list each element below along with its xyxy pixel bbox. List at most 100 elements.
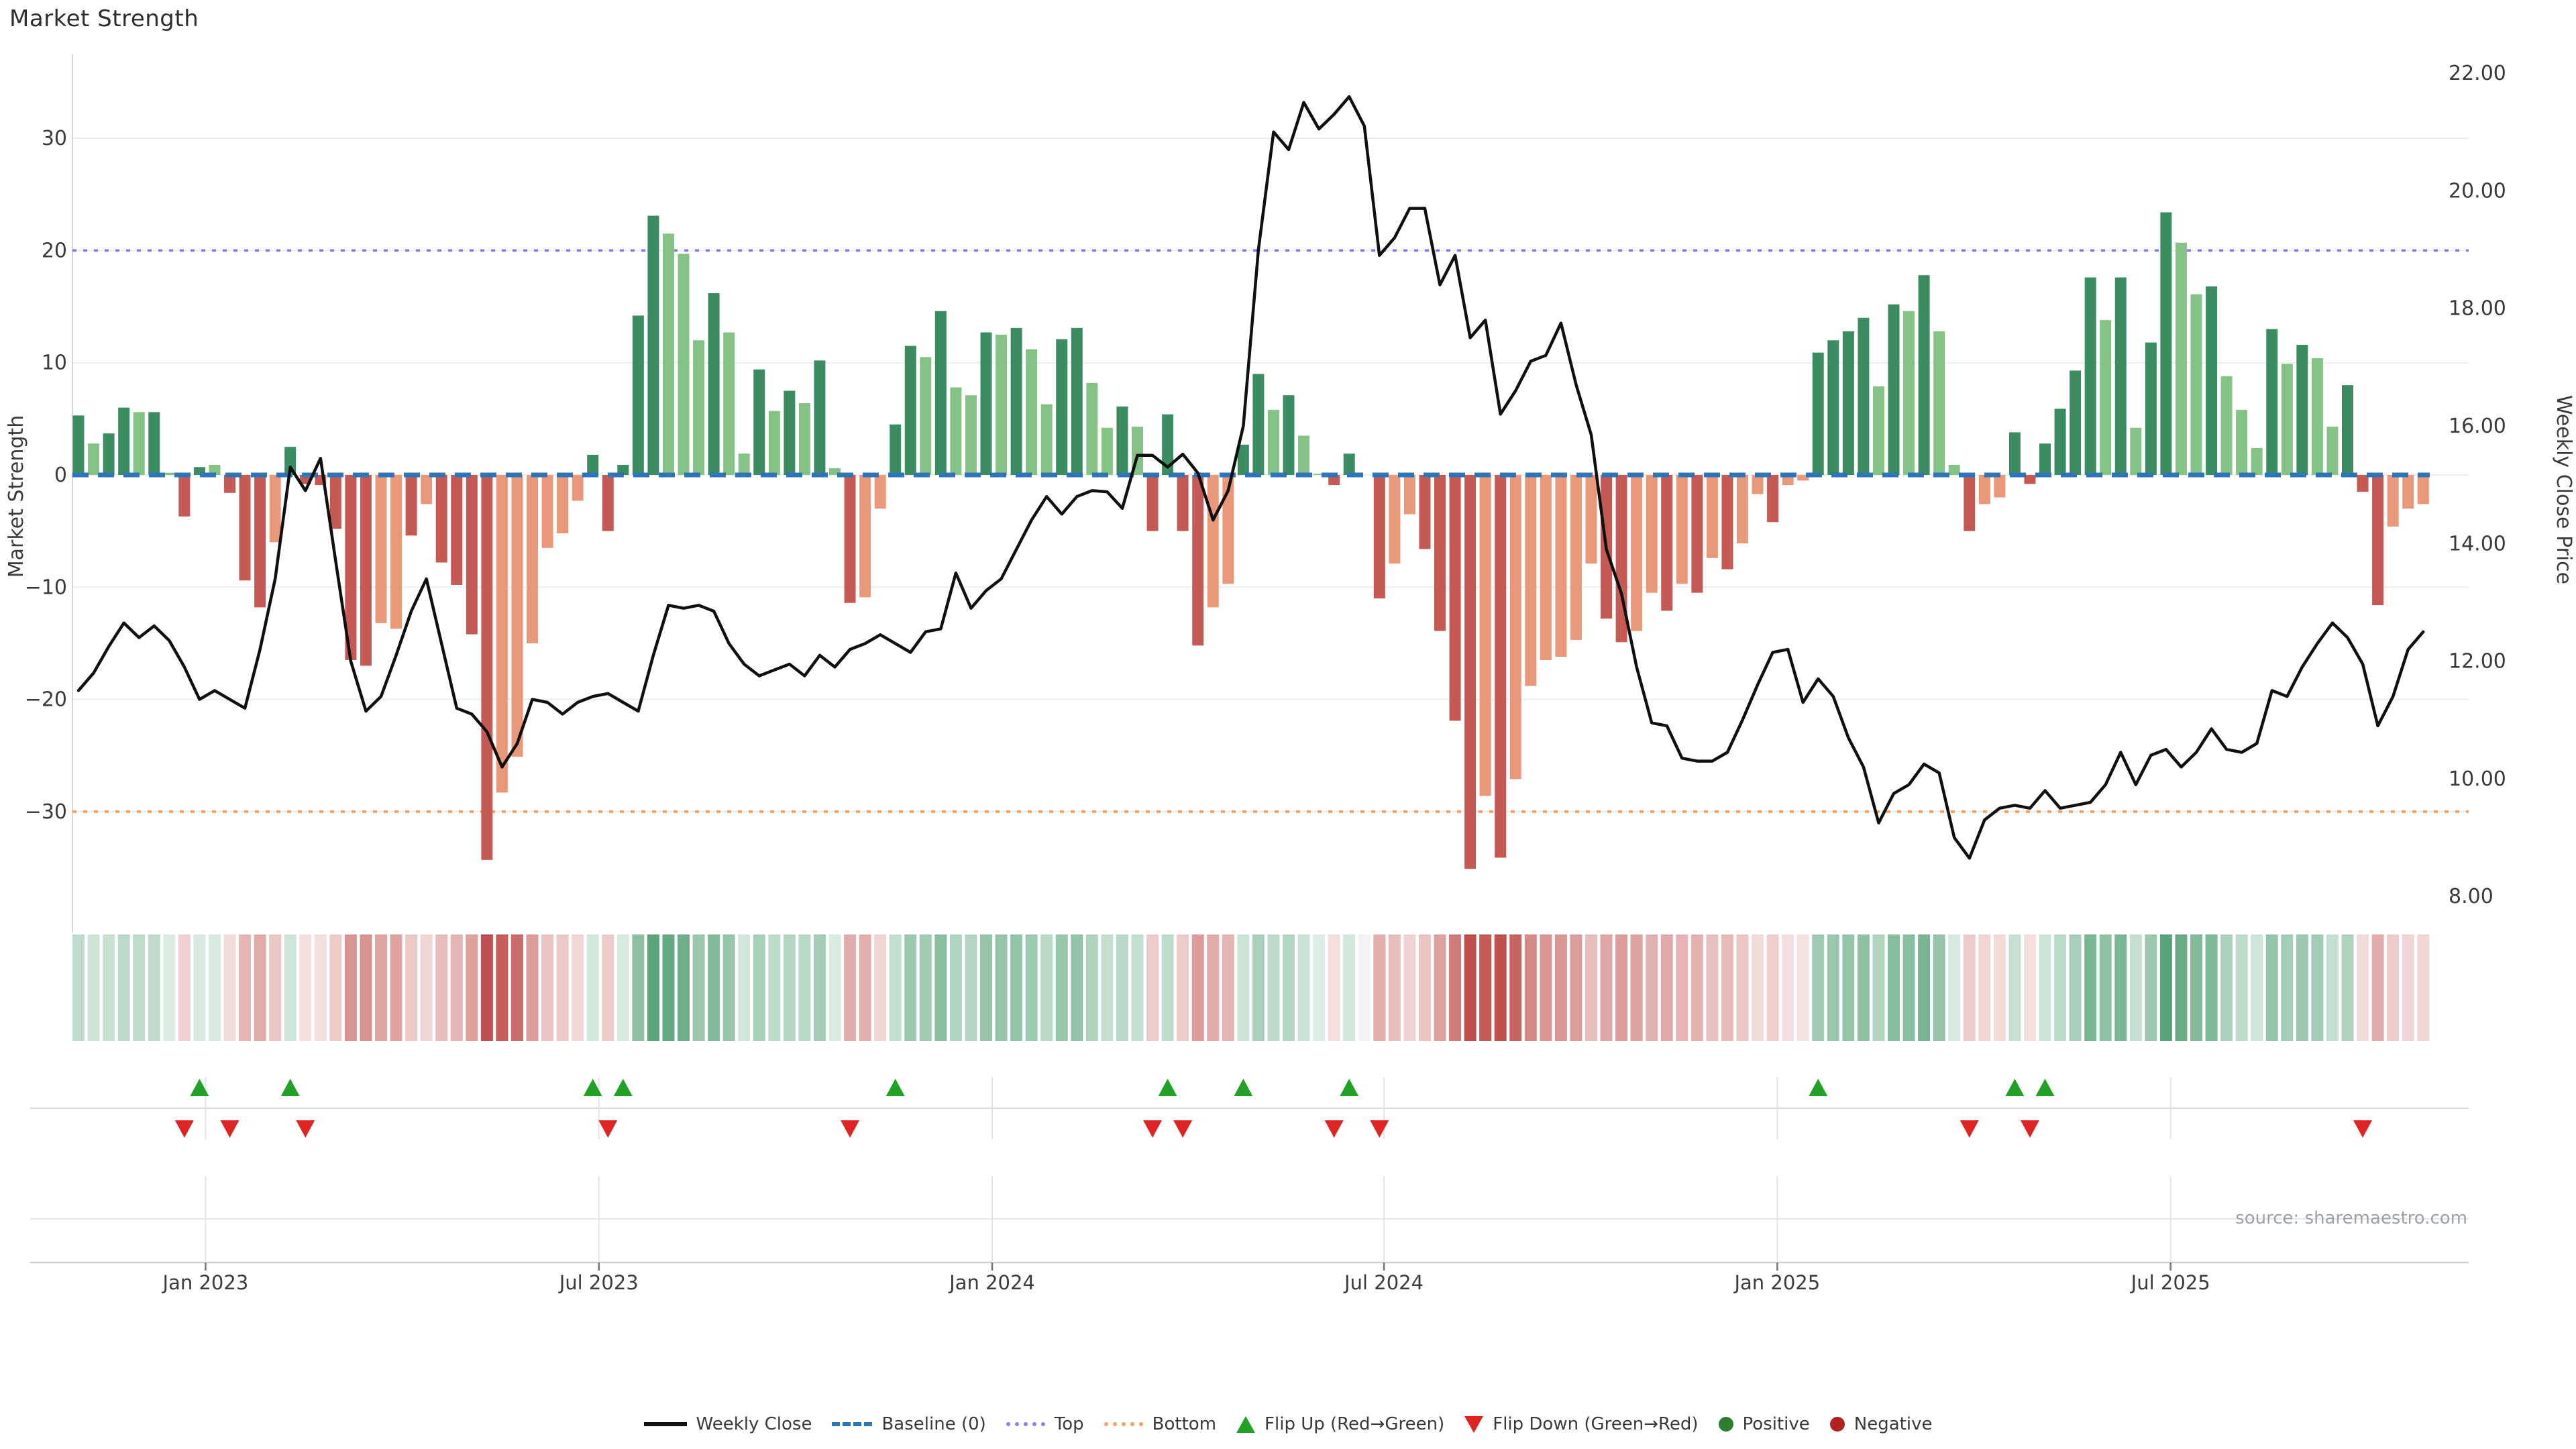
strength-bar-positive — [88, 443, 100, 475]
strength-bar-positive — [980, 332, 992, 475]
flip-down-icon — [220, 1120, 239, 1138]
strength-bar-negative — [239, 475, 251, 581]
heat-cell — [602, 934, 614, 1041]
heat-cell — [1373, 934, 1386, 1041]
strength-bar-negative — [1434, 475, 1446, 631]
heat-cell — [1418, 934, 1431, 1041]
heat-cell — [1948, 934, 1961, 1041]
heat-cell — [1782, 934, 1794, 1041]
heat-cell — [2099, 934, 2112, 1041]
heat-cell — [1449, 934, 1462, 1041]
strength-bar-positive — [1267, 409, 1279, 475]
flip-up-icon — [280, 1079, 300, 1096]
strength-bar-positive — [1252, 374, 1265, 475]
left-axis-tick: 10 — [42, 352, 67, 375]
strength-bar-negative — [435, 475, 447, 563]
heat-cell — [1524, 934, 1537, 1041]
heat-cell — [2341, 934, 2354, 1041]
heat-cell — [2114, 934, 2127, 1041]
heat-cell — [692, 934, 705, 1041]
strength-bar-positive — [965, 395, 977, 475]
strength-bar-negative — [329, 475, 341, 529]
status-dot-icon — [1829, 1417, 1845, 1432]
flip-down-icon — [841, 1120, 860, 1138]
legend-item: Positive — [1718, 1414, 1810, 1434]
heat-cell — [2023, 934, 2036, 1041]
strength-bar-positive — [2326, 427, 2339, 475]
strength-bar-negative — [466, 475, 478, 635]
flip-down-icon — [2353, 1120, 2373, 1138]
strength-bar-negative — [1479, 475, 1491, 796]
strength-bar-positive — [753, 369, 765, 475]
strength-bar-positive — [950, 387, 962, 475]
heat-cell — [2145, 934, 2157, 1041]
heat-cell — [995, 934, 1008, 1041]
heat-cell — [1191, 934, 1204, 1041]
heat-cell — [1358, 934, 1371, 1041]
heat-cell — [2387, 934, 2400, 1041]
strength-bar-negative — [2402, 475, 2414, 509]
weekly-close-line — [76, 95, 2425, 860]
heat-cell — [269, 934, 282, 1041]
heat-cell — [632, 934, 645, 1041]
right-axis-tick: 22.00 — [2449, 62, 2506, 85]
heat-cell — [1888, 934, 1900, 1041]
heat-cell — [1585, 934, 1597, 1041]
flip-down-icon — [174, 1120, 194, 1138]
strength-bar-negative — [557, 475, 569, 533]
strength-bar-positive — [2160, 212, 2172, 475]
heat-cell — [662, 934, 675, 1041]
strength-bar-negative — [541, 475, 553, 548]
strength-bar-positive — [1298, 435, 1310, 475]
x-axis-tick-label: Jan 2024 — [948, 1271, 1035, 1294]
heat-cell — [1010, 934, 1023, 1041]
heat-cell — [1933, 934, 1945, 1041]
heat-cell — [2265, 934, 2278, 1041]
x-axis-tick-label: Jul 2025 — [2130, 1271, 2210, 1294]
strength-bar-negative — [496, 475, 508, 793]
heat-cell — [1827, 934, 1839, 1041]
heat-cell — [1207, 934, 1220, 1041]
heat-cell — [223, 934, 236, 1041]
heat-cell — [1252, 934, 1265, 1041]
strength-bar-negative — [390, 475, 402, 629]
heat-cell — [1676, 934, 1688, 1041]
heat-cell — [1766, 934, 1779, 1041]
strength-bar-negative — [2372, 475, 2384, 606]
flip-down-icon — [1464, 1415, 1484, 1433]
strength-bar-negative — [1978, 475, 1990, 504]
strength-bar-positive — [2175, 242, 2187, 475]
heat-cell — [1161, 934, 1174, 1041]
legend-item-label: Flip Down (Green→Red) — [1493, 1414, 1699, 1434]
heat-cell — [2296, 934, 2308, 1041]
heat-cell — [329, 934, 342, 1041]
heat-cell — [1388, 934, 1401, 1041]
heat-cell — [1085, 934, 1098, 1041]
strength-bar-negative — [1509, 475, 1521, 780]
strength-bar-positive — [587, 454, 599, 475]
left-axis-tick: −20 — [25, 688, 67, 712]
heat-cell — [708, 934, 720, 1041]
strength-bar-negative — [1555, 475, 1567, 657]
status-dot-icon — [1718, 1417, 1733, 1432]
heat-cell — [254, 934, 266, 1041]
strength-bar-positive — [1237, 444, 1249, 475]
strength-bar-negative — [1631, 475, 1643, 631]
strength-bar-positive — [1948, 464, 1960, 475]
strength-bar-negative — [1464, 475, 1477, 869]
strength-bar-positive — [1056, 339, 1068, 475]
heat-cell — [2175, 934, 2188, 1041]
strength-bar-positive — [2236, 409, 2248, 475]
right-axis-tick: 10.00 — [2449, 767, 2506, 791]
heat-cell — [768, 934, 781, 1041]
heat-cell — [572, 934, 584, 1041]
strength-bar-negative — [844, 475, 856, 603]
flip-down-icon — [598, 1120, 618, 1138]
strength-bar-positive — [738, 453, 750, 475]
flip-down-icon — [1143, 1120, 1163, 1138]
bottom-dots-icon — [1104, 1422, 1143, 1426]
strength-bar-negative — [1419, 475, 1431, 549]
left-axis-tick: 30 — [42, 127, 67, 150]
strength-bar-negative — [224, 475, 235, 493]
x-axis-tick-label: Jul 2024 — [1343, 1271, 1424, 1294]
